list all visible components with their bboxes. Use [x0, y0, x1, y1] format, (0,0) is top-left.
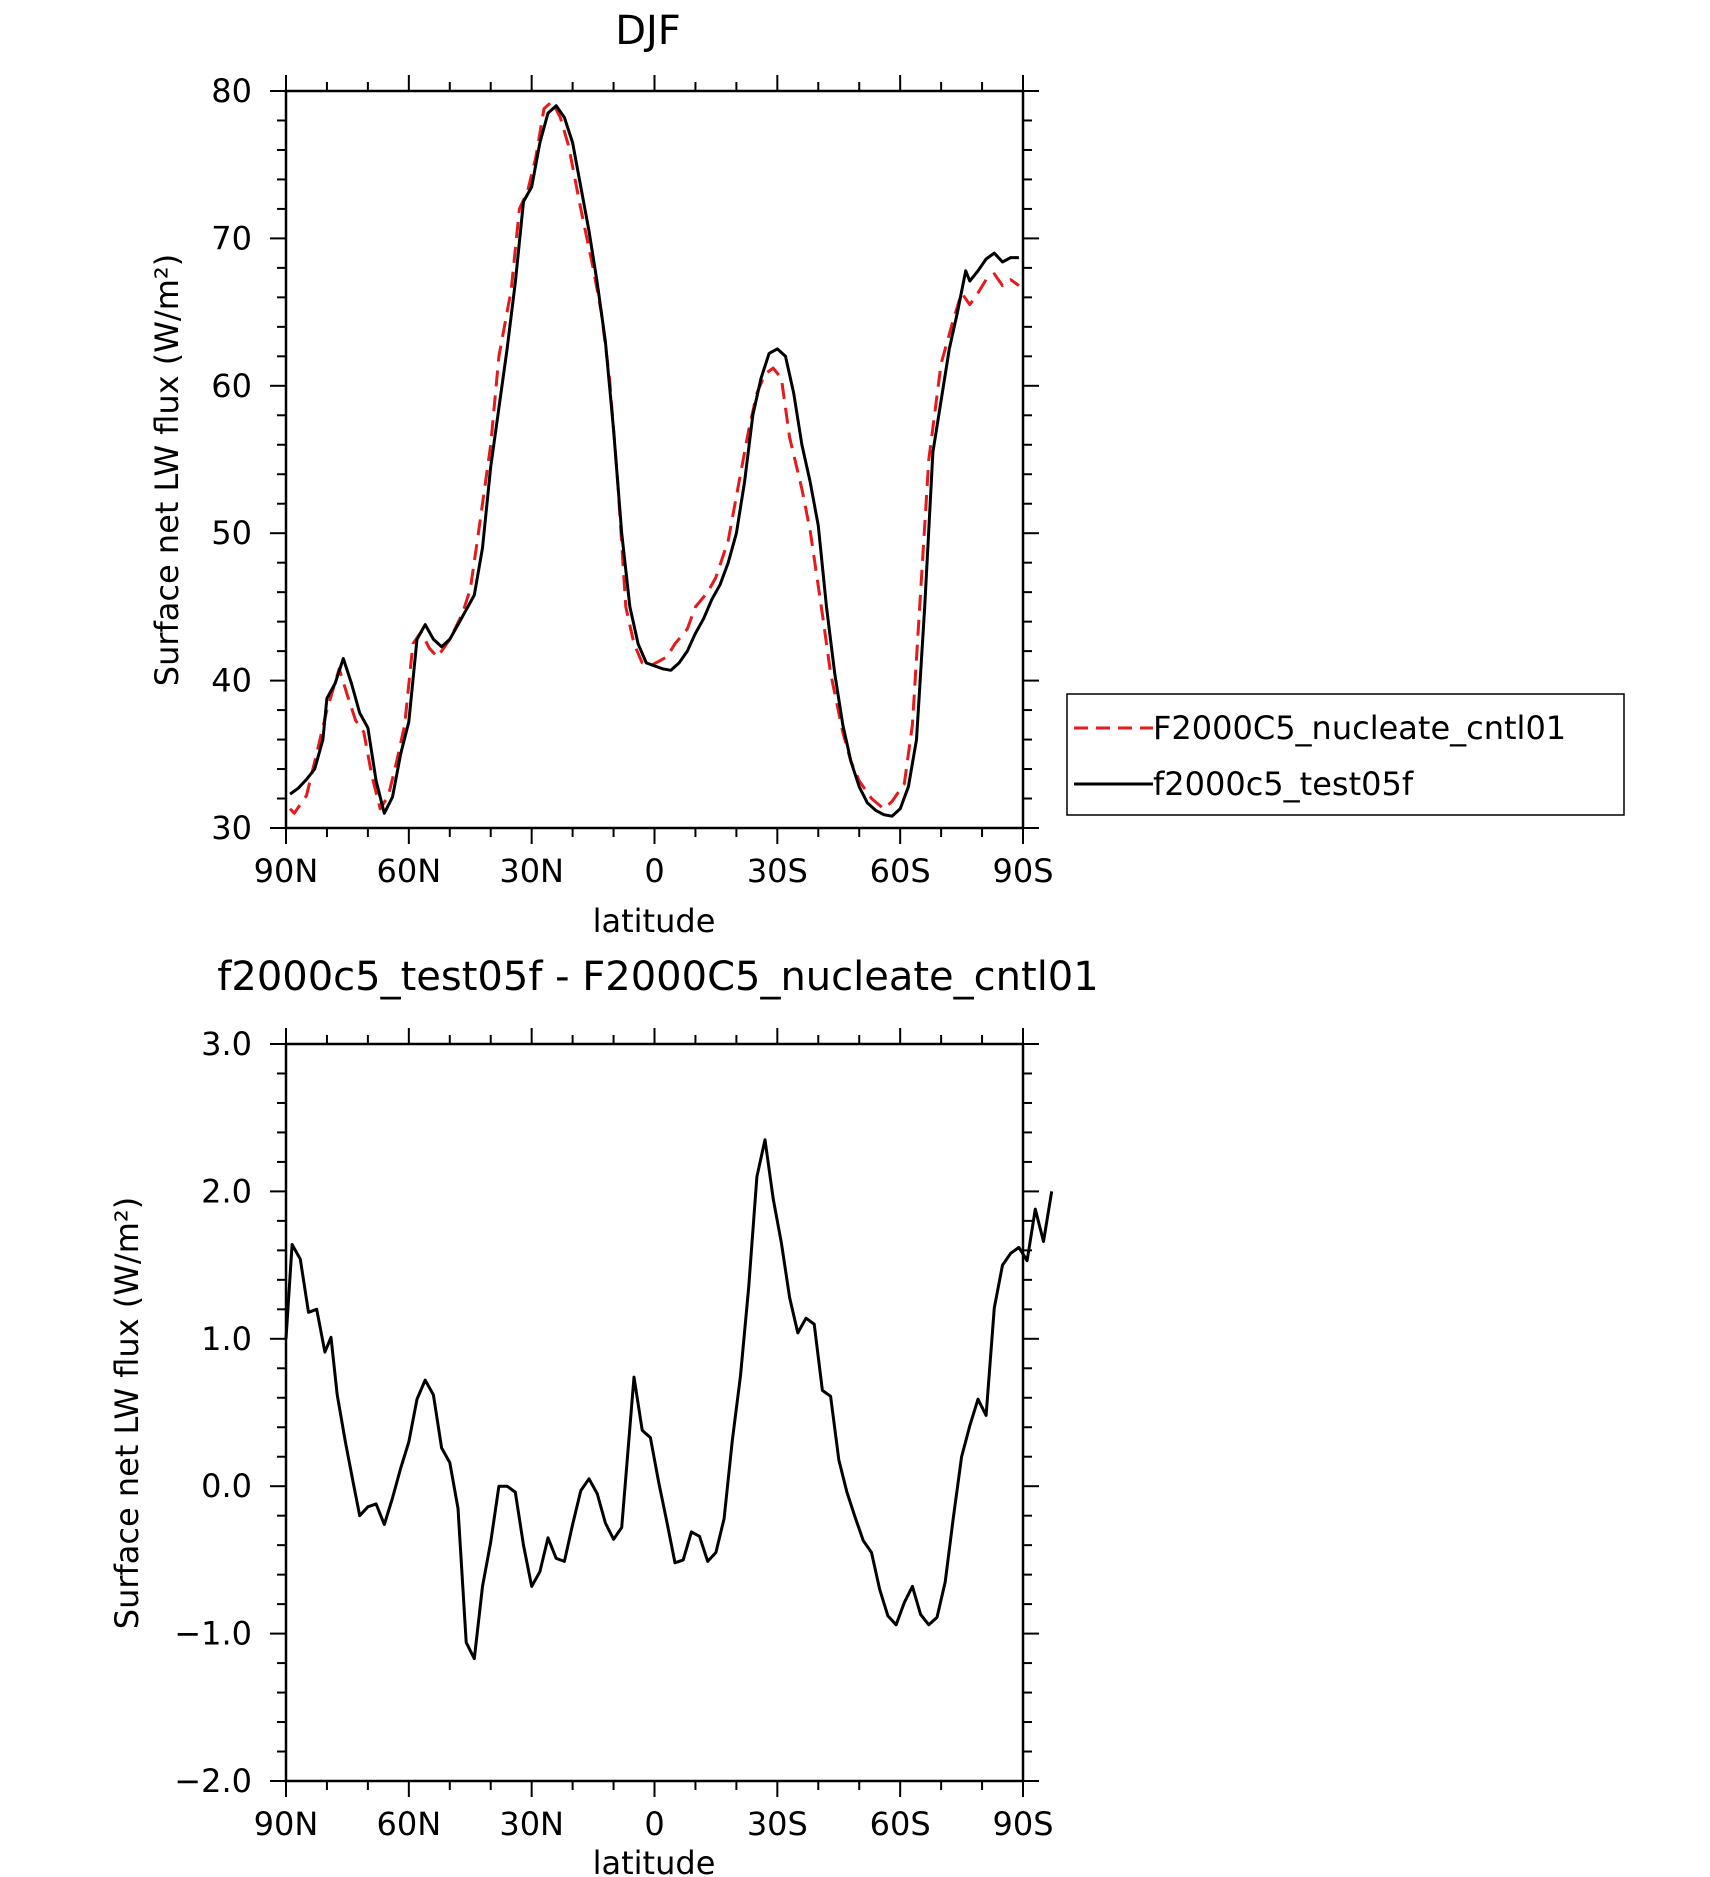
x-tick-label: 90S: [992, 1805, 1053, 1843]
top-chart-title: DJF: [615, 8, 681, 54]
bottom-ticks: [270, 1028, 1039, 1797]
x-tick-label: 60N: [377, 852, 442, 890]
legend-frame: [1066, 693, 1625, 816]
bottom-panel: f2000c5_test05f - F2000C5_nucleate_cntl0…: [108, 954, 1099, 1877]
top-series-group: [288, 99, 1020, 818]
x-tick-label: 90N: [254, 1805, 319, 1843]
x-tick-label: 30N: [499, 1805, 564, 1843]
series-line-F2000C5_nucleate_cntl01: [288, 99, 1020, 815]
x-tick-label: 0: [644, 1805, 664, 1843]
top-x-axis-label: latitude: [593, 902, 716, 940]
bottom-y-tick-labels: −2.0 −1.0 0.0 1.0 2.0 3.0: [174, 1025, 252, 1800]
y-tick-label: 70: [211, 219, 252, 257]
series-line-panel2-series1: [284, 1138, 1054, 1661]
bottom-chart-title: f2000c5_test05f - F2000C5_nucleate_cntl0…: [217, 954, 1098, 1000]
y-tick-label: 50: [211, 514, 252, 552]
y-tick-label: 80: [211, 72, 252, 110]
legend-label-test05f: f2000c5_test05f: [1153, 765, 1414, 803]
y-tick-label: 1.0: [201, 1320, 252, 1358]
series-line-f2000c5_test05f: [289, 104, 1019, 818]
top-x-tick-labels: 90N 60N 30N 0 30S 60S 90S: [254, 852, 1054, 890]
bottom-y-axis-label: Surface net LW flux (W/m²): [108, 1197, 146, 1629]
y-tick-label: 40: [211, 662, 252, 700]
y-tick-label: −2.0: [174, 1762, 252, 1800]
x-tick-label: 90S: [992, 852, 1053, 890]
legend-label-cntl01: F2000C5_nucleate_cntl01: [1153, 709, 1566, 747]
x-tick-label: 90N: [254, 852, 319, 890]
top-panel: DJF 30 40 50 60 70 80 90N 60N 30N 0 30S 60S 90S lat…: [148, 8, 1625, 940]
x-tick-label: 0: [644, 852, 664, 890]
bottom-series-group: [284, 1138, 1054, 1661]
top-plot-frame: [284, 89, 1025, 830]
y-tick-label: 3.0: [201, 1025, 252, 1063]
y-tick-label: 30: [211, 809, 252, 847]
bottom-plot-frame: [284, 1042, 1025, 1783]
x-tick-label: 60N: [377, 1805, 442, 1843]
bottom-x-tick-labels: 90N 60N 30N 0 30S 60S 90S: [254, 1805, 1054, 1843]
x-tick-label: 30N: [499, 852, 564, 890]
bottom-x-axis-label: latitude: [593, 1844, 716, 1877]
legend: F2000C5_nucleate_cntl01 f2000c5_test05f: [1066, 693, 1625, 816]
top-y-axis-label: Surface net LW flux (W/m²): [148, 254, 186, 686]
x-tick-label: 60S: [870, 852, 931, 890]
top-ticks: [270, 75, 1039, 844]
y-tick-label: 0.0: [201, 1467, 252, 1505]
y-tick-label: 60: [211, 367, 252, 405]
y-tick-label: −1.0: [174, 1615, 252, 1653]
x-tick-label: 30S: [747, 1805, 808, 1843]
y-tick-label: 2.0: [201, 1172, 252, 1210]
x-tick-label: 30S: [747, 852, 808, 890]
top-y-tick-labels: 30 40 50 60 70 80: [211, 72, 252, 847]
x-tick-label: 60S: [870, 1805, 931, 1843]
